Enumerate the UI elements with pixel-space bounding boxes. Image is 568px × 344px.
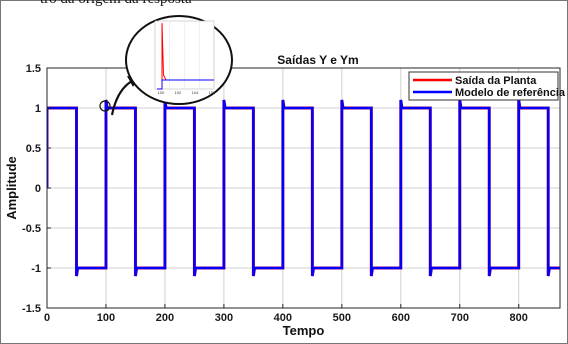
x-tick-label: 500 [333, 312, 351, 324]
x-tick-label: 700 [451, 312, 469, 324]
legend-label-saida-da-planta: Saída da Planta [455, 75, 537, 87]
zoom-marker-circle [99, 100, 111, 112]
y-tick-label: 1.5 [26, 63, 41, 75]
y-tick-label: 1 [35, 103, 41, 115]
legend: Saída da Planta Modelo de referência [408, 71, 566, 101]
axis-ticks: 0 100 200 300 400 500 600 700 800 -1.5 -1 -0.5 0 0.5 1… [22, 63, 528, 324]
legend-label-modelo-de-referencia: Modelo de referência [455, 87, 566, 99]
x-tick-label: 0 [44, 312, 50, 324]
zoom-annotation: 100 102 104 106 [99, 15, 233, 116]
x-axis-label: Tempo [283, 323, 325, 338]
inset-plot: 100 102 104 106 [154, 20, 216, 95]
chart-title: Saídas Y e Ym [277, 53, 358, 67]
x-tick-label: 200 [156, 312, 174, 324]
series-line-modelo-de-referencia [47, 99, 560, 277]
y-tick-label: -1.5 [22, 303, 41, 315]
inset-line-modelo-de-referencia [157, 79, 214, 90]
x-tick-label: 600 [392, 312, 410, 324]
x-tick-label: 800 [510, 312, 528, 324]
cropped-caption-text: tro da origem da resposta [40, 0, 192, 8]
inset-x-tick-label: 100 [158, 90, 165, 95]
y-tick-label: -1 [31, 263, 41, 275]
x-tick-label: 300 [215, 312, 233, 324]
inset-x-tick-label: 104 [192, 90, 199, 95]
y-axis-label: Amplitude [4, 156, 19, 220]
x-tick-label: 100 [97, 312, 115, 324]
x-tick-label: 400 [274, 312, 292, 324]
grid-lines [46, 67, 560, 309]
inset-x-tick-label: 106 [209, 90, 216, 95]
series-layer [47, 99, 560, 277]
inset-x-tick-label: 102 [175, 90, 182, 95]
y-tick-label: 0.5 [26, 143, 41, 155]
y-tick-label: -0.5 [22, 223, 41, 235]
legend-box [408, 71, 559, 101]
y-tick-label: 0 [35, 183, 41, 195]
